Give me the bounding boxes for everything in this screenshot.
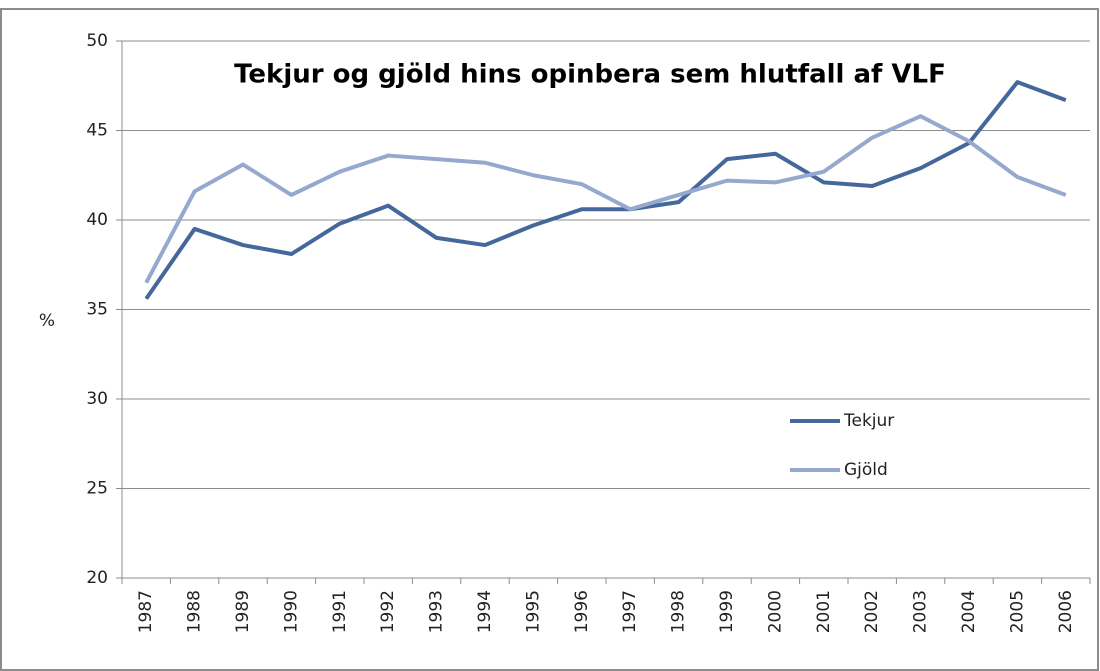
series-line	[144, 114, 1067, 284]
y-tick-label: 50	[86, 31, 108, 51]
x-tick-label: 1999	[717, 590, 737, 633]
x-tick-label: 2004	[959, 590, 979, 633]
chart-border	[0, 8, 1099, 671]
y-tick-label: 30	[86, 389, 108, 409]
x-tick-label: 1987	[136, 590, 156, 633]
x-tick-label: 1990	[281, 590, 301, 633]
y-tick-label: 20	[86, 568, 108, 588]
y-tick-label: 35	[86, 300, 108, 320]
legend-label: Tekjur	[843, 411, 894, 431]
x-tick-label: 2006	[1056, 590, 1076, 633]
chart-title: Tekjur og gjöld hins opinbera sem hlutfa…	[234, 60, 946, 90]
x-tick-label: 1992	[378, 590, 398, 633]
x-tick-label: 2005	[1007, 590, 1027, 633]
x-tick-label: 2002	[862, 590, 882, 633]
x-tick-label: 1994	[475, 590, 495, 633]
x-tick-label: 2003	[911, 590, 931, 633]
x-tick-label: 1996	[572, 590, 592, 633]
y-tick-label: 40	[86, 210, 108, 230]
x-tick-label: 1997	[620, 590, 640, 633]
x-tick-label: 1991	[330, 590, 350, 633]
x-tick-label: 1988	[185, 590, 205, 633]
y-tick-label: 25	[86, 479, 108, 499]
x-tick-label: 1989	[233, 590, 253, 633]
x-tick-label: 2000	[765, 590, 785, 633]
x-tick-label: 1998	[669, 590, 689, 633]
y-tick-label: 45	[86, 121, 108, 141]
series-line	[144, 80, 1067, 300]
x-tick-label: 2001	[814, 590, 834, 633]
x-tick-label: 1993	[427, 590, 447, 633]
x-tick-label: 1995	[523, 590, 543, 633]
y-axis-label: %	[39, 311, 55, 331]
legend-label: Gjöld	[844, 460, 888, 480]
